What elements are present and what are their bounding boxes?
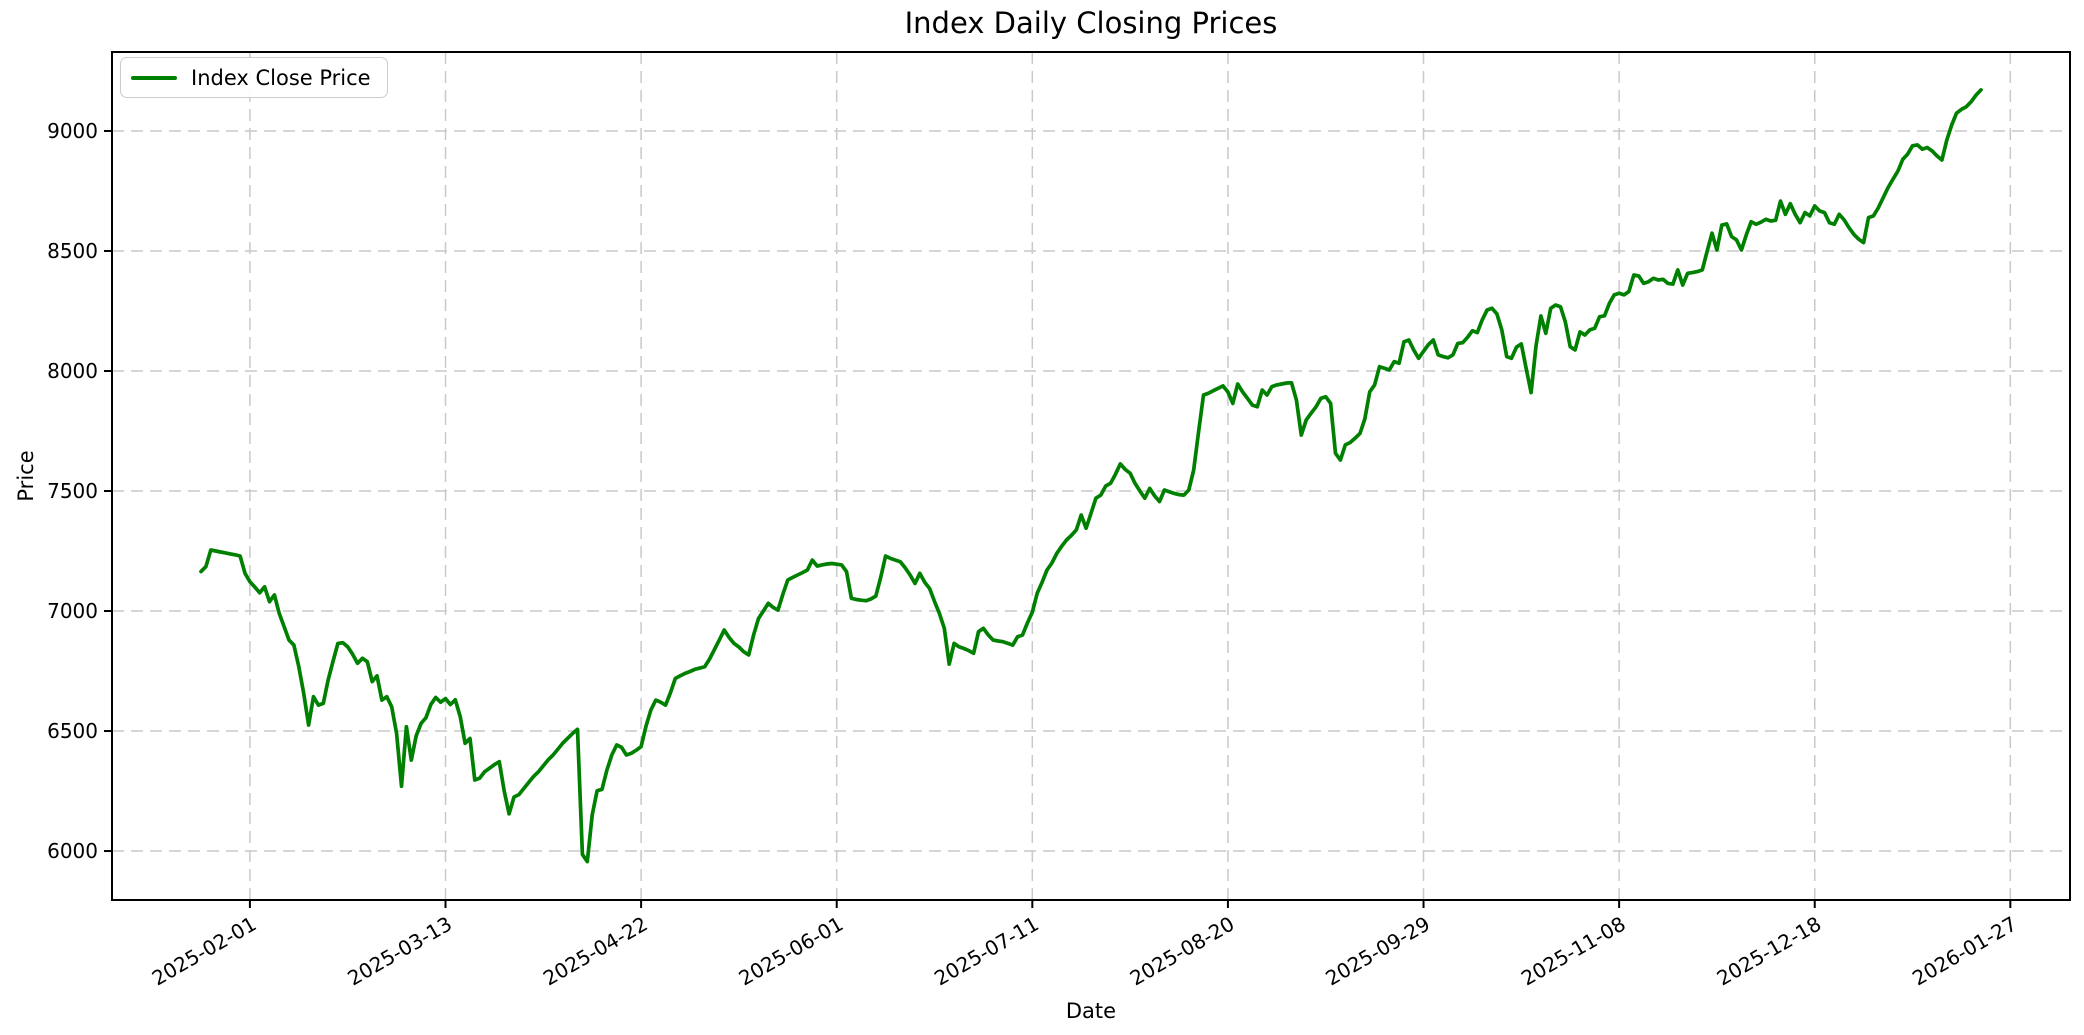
grid-lines — [112, 52, 2070, 900]
x-axis-title: Date — [1065, 999, 1117, 1023]
y-axis-title: Price — [14, 450, 38, 501]
x-tick-label: 2026-01-27 — [1908, 912, 2021, 991]
x-tick-label: 2025-06-01 — [735, 912, 848, 991]
y-tick-label: 7500 — [47, 479, 98, 503]
legend-label: Index Close Price — [191, 65, 371, 90]
index-close-price-line — [199, 88, 1983, 864]
legend: Index Close Price — [120, 57, 388, 98]
chart-title: Index Daily Closing Prices — [904, 6, 1278, 40]
axis-tick-labels: 2025-02-01 2025-03-13 2025-04-22 2025-06-01… — [47, 119, 2021, 990]
axes-spines — [111, 51, 2071, 901]
y-tick-label: 8500 — [47, 239, 98, 263]
y-tick-label: 6000 — [47, 839, 98, 863]
price-line-series — [199, 88, 1983, 864]
y-tick-label: 6500 — [47, 719, 98, 743]
x-tick-label: 2025-11-08 — [1517, 912, 1630, 991]
y-tick-label: 9000 — [47, 119, 98, 143]
plot-border — [111, 51, 2071, 901]
axis-ticks — [104, 129, 2012, 908]
x-tick-label: 2025-04-22 — [539, 912, 652, 991]
x-tick-label: 2025-02-01 — [148, 912, 261, 991]
x-tick-label: 2025-08-20 — [1126, 912, 1239, 991]
legend-line-sample — [131, 75, 177, 80]
y-tick-label: 7000 — [47, 599, 98, 623]
x-tick-label: 2025-09-29 — [1321, 912, 1434, 991]
x-tick-label: 2025-03-13 — [343, 912, 456, 991]
x-tick-label: 2025-07-11 — [930, 912, 1043, 991]
y-tick-label: 8000 — [47, 359, 98, 383]
x-tick-label: 2025-12-18 — [1713, 912, 1826, 991]
